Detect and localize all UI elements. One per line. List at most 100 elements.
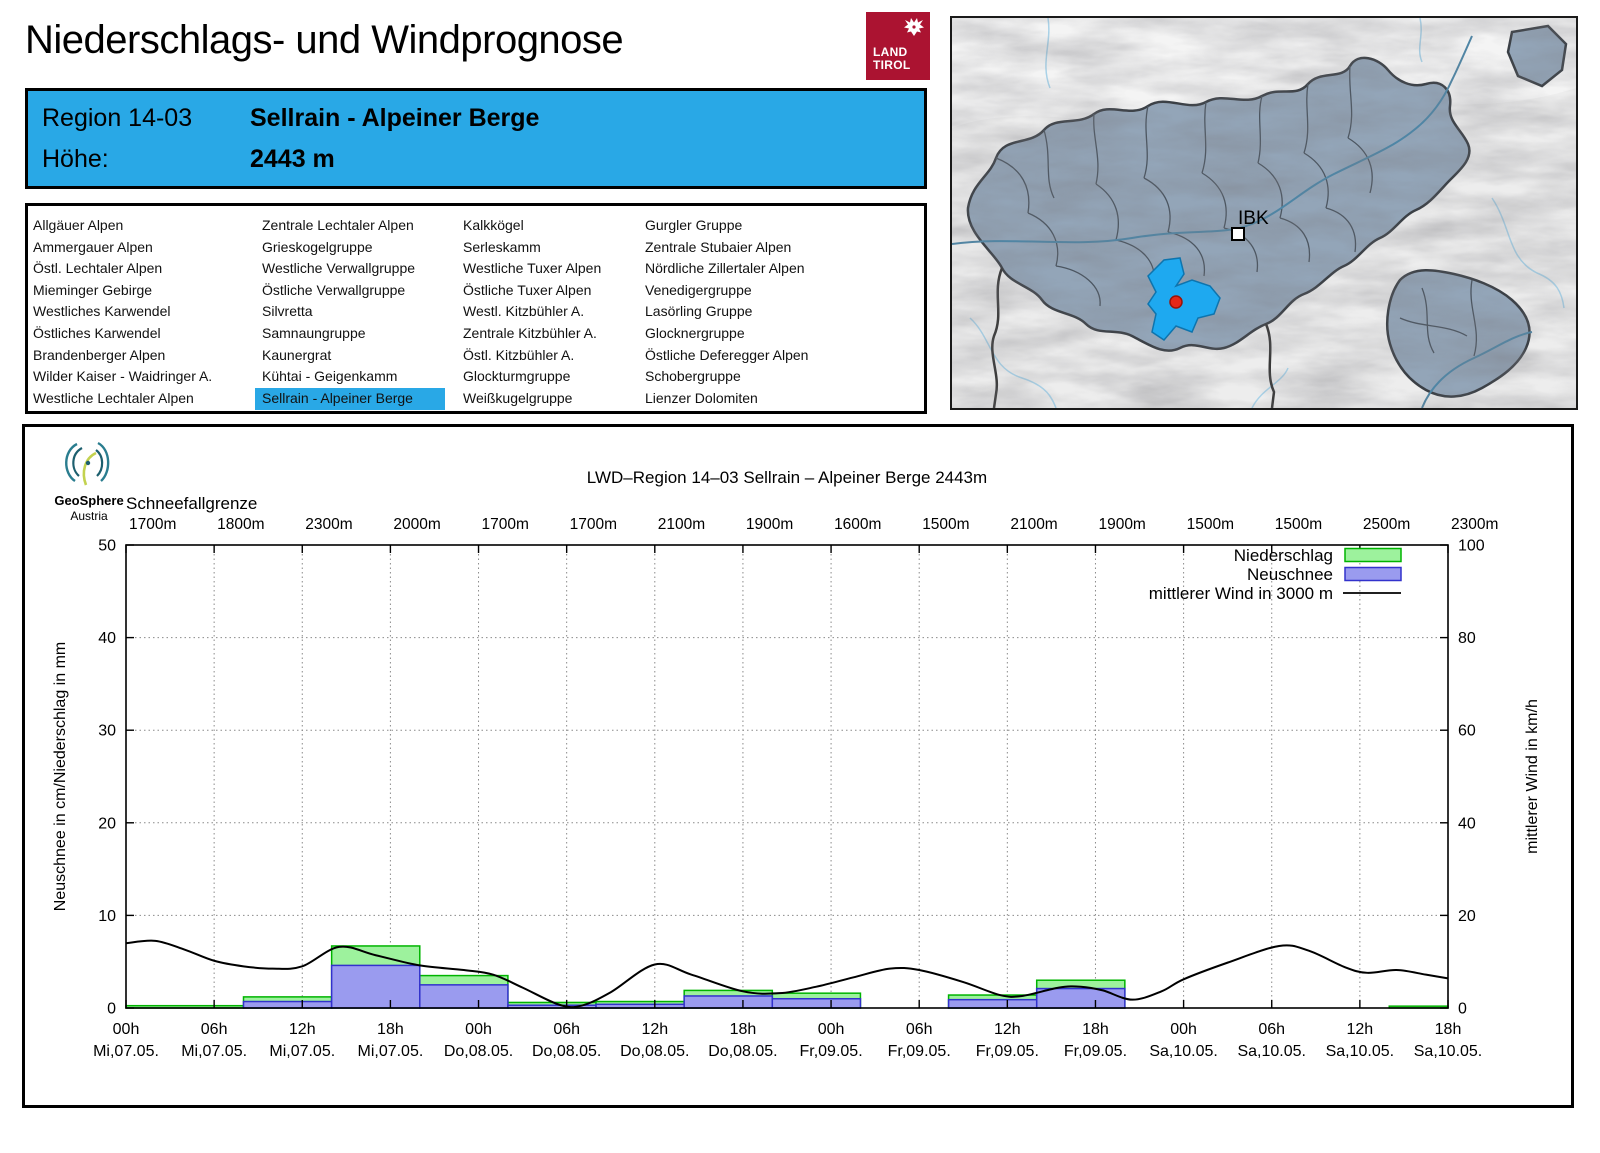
svg-text:06h: 06h xyxy=(201,1021,228,1038)
region-list-column-4: Gurgler Gruppe Zentrale Stubaier Alpen Nör… xyxy=(645,215,808,409)
svg-text:2300m: 2300m xyxy=(305,516,352,533)
forecast-chart-panel: GeoSphere Austria 00h Mi,07.05. 06h Mi,07.0… xyxy=(22,424,1574,1108)
region-list-item[interactable]: Schobergruppe xyxy=(645,368,741,385)
region-list-item[interactable]: Grieskogelgruppe xyxy=(262,238,373,255)
svg-text:2300m: 2300m xyxy=(1451,516,1498,533)
svg-text:2100m: 2100m xyxy=(658,516,705,533)
chart-labels: 00h Mi,07.05. 06h Mi,07.05. 12h Mi,07.05. 18h M… xyxy=(52,468,1541,1060)
svg-text:06h: 06h xyxy=(1258,1021,1285,1038)
region-list-item[interactable]: Östliche Verwallgruppe xyxy=(262,281,406,298)
svg-text:Sa,10.05.: Sa,10.05. xyxy=(1237,1043,1306,1060)
region-list-item[interactable]: Östliches Karwendel xyxy=(33,324,161,341)
ibk-marker xyxy=(1231,227,1245,241)
svg-text:00h: 00h xyxy=(818,1021,845,1038)
region-list-item[interactable]: Lienzer Dolomiten xyxy=(645,389,758,406)
page-title: Niederschlags- und Windprognose xyxy=(25,18,624,62)
logo-line1: LAND xyxy=(873,45,908,59)
chart-gridlines xyxy=(126,545,1448,1008)
map-hillshade-texture xyxy=(952,18,1576,408)
region-name-value: Sellrain - Alpeiner Berge xyxy=(250,104,540,132)
svg-text:Fr,09.05.: Fr,09.05. xyxy=(976,1043,1039,1060)
svg-text:2500m: 2500m xyxy=(1363,516,1410,533)
region-list-item[interactable]: Samnaungruppe xyxy=(262,324,366,341)
region-list-item[interactable]: Zentrale Lechtaler Alpen xyxy=(262,217,414,233)
tirol-region-map[interactable]: IBK xyxy=(952,18,1576,408)
svg-text:30: 30 xyxy=(98,723,116,740)
region-list-item[interactable]: Gurgler Gruppe xyxy=(645,217,743,233)
region-list-item[interactable]: Nördliche Zillertaler Alpen xyxy=(645,260,805,277)
region-list-item[interactable]: Westliche Verwallgruppe xyxy=(262,260,416,277)
svg-text:18h: 18h xyxy=(730,1021,757,1038)
region-list-item[interactable]: Brandenberger Alpen xyxy=(33,346,166,363)
svg-text:60: 60 xyxy=(1458,723,1476,740)
region-list-item[interactable]: Ammergauer Alpen xyxy=(33,238,153,255)
svg-text:mittlerer Wind in 3000 m: mittlerer Wind in 3000 m xyxy=(1149,584,1333,603)
land-tirol-logo: LAND TIROL xyxy=(866,12,930,80)
svg-text:LWD–Region 14–03 Sellrain – Al: LWD–Region 14–03 Sellrain – Alpeiner Ber… xyxy=(587,468,987,487)
region-list-item[interactable]: Zentrale Stubaier Alpen xyxy=(645,238,792,255)
region-list-item[interactable]: Sellrain - Alpeiner Berge xyxy=(255,387,445,411)
land-tirol-wordmark: LAND TIROL xyxy=(873,46,911,72)
svg-text:20: 20 xyxy=(98,815,116,832)
region-list-item[interactable]: Allgäuer Alpen xyxy=(33,217,124,233)
region-list-item[interactable]: Glockturmgruppe xyxy=(463,368,571,385)
selected-region-shape[interactable] xyxy=(1147,257,1221,341)
svg-text:Do,08.05.: Do,08.05. xyxy=(708,1043,777,1060)
svg-text:mittlerer Wind in km/h: mittlerer Wind in km/h xyxy=(1524,699,1541,854)
region-list-item[interactable]: Serleskamm xyxy=(463,238,541,255)
svg-text:40: 40 xyxy=(98,630,116,647)
region-list-item[interactable]: Westliches Karwendel xyxy=(33,303,171,320)
region-list-item[interactable]: Mieminger Gebirge xyxy=(33,281,153,298)
region-list-item[interactable]: Östliche Tuxer Alpen xyxy=(463,281,592,298)
geosphere-logo: GeoSphere Austria xyxy=(54,441,124,523)
region-list-item[interactable]: Venedigergruppe xyxy=(645,281,752,298)
svg-text:10: 10 xyxy=(98,908,116,925)
logo-line2: TIROL xyxy=(873,58,911,72)
tirol-eagle-icon xyxy=(904,18,924,36)
region-list-item[interactable]: Kühtai - Geigenkamm xyxy=(262,368,398,385)
region-list-item[interactable]: Zentrale Kitzbühler A. xyxy=(463,324,597,341)
region-list-item[interactable]: Östl. Kitzbühler A. xyxy=(463,346,575,363)
region-list-item[interactable]: Westliche Lechtaler Alpen xyxy=(33,389,194,406)
elevation-label: Höhe: xyxy=(42,145,109,173)
svg-text:80: 80 xyxy=(1458,630,1476,647)
region-list-item[interactable]: Westliche Tuxer Alpen xyxy=(463,260,602,277)
region-list-item[interactable]: Glocknergruppe xyxy=(645,324,745,341)
elevation-value: 2443 m xyxy=(250,145,335,173)
svg-text:40: 40 xyxy=(1458,815,1476,832)
svg-text:1500m: 1500m xyxy=(1275,516,1322,533)
geosphere-sub: Austria xyxy=(70,509,108,523)
forecast-chart: GeoSphere Austria 00h Mi,07.05. 06h Mi,07.0… xyxy=(52,441,1541,1060)
svg-text:100: 100 xyxy=(1458,538,1485,555)
region-list-item[interactable]: Weißkugelgruppe xyxy=(463,389,573,406)
svg-text:1700m: 1700m xyxy=(129,516,176,533)
region-list-item[interactable]: Kalkkögel xyxy=(463,217,524,233)
region-list-item[interactable]: Westl. Kitzbühler A. xyxy=(463,303,585,320)
region-list-column-3: Kalkkögel Serleskamm Westliche Tuxer Alpen… xyxy=(463,215,601,409)
region-list-column-2: Zentrale Lechtaler Alpen Grieskogelgruppe… xyxy=(255,215,445,411)
svg-text:12h: 12h xyxy=(1347,1021,1374,1038)
svg-text:Neuschnee in cm/Niederschlag i: Neuschnee in cm/Niederschlag in mm xyxy=(52,642,69,911)
region-list-item[interactable]: Östliche Deferegger Alpen xyxy=(645,346,809,363)
svg-text:2100m: 2100m xyxy=(1010,516,1057,533)
svg-text:Sa,10.05.: Sa,10.05. xyxy=(1414,1043,1483,1060)
region-list-item[interactable]: Östl. Lechtaler Alpen xyxy=(33,260,163,277)
svg-text:Schneefallgrenze: Schneefallgrenze xyxy=(126,494,257,513)
region-list-item[interactable]: Wilder Kaiser - Waidringer A. xyxy=(33,368,213,385)
svg-text:0: 0 xyxy=(107,1001,116,1018)
svg-text:Fr,09.05.: Fr,09.05. xyxy=(888,1043,951,1060)
region-list-item[interactable]: Kaunergrat xyxy=(262,346,332,363)
region-list-item[interactable]: Lasörling Gruppe xyxy=(645,303,753,320)
ibk-label: IBK xyxy=(1238,208,1269,229)
svg-text:Do,08.05.: Do,08.05. xyxy=(444,1043,513,1060)
svg-text:1600m: 1600m xyxy=(834,516,881,533)
region-list-item[interactable]: Silvretta xyxy=(262,303,313,320)
svg-text:00h: 00h xyxy=(113,1021,140,1038)
svg-text:Sa,10.05.: Sa,10.05. xyxy=(1149,1043,1218,1060)
svg-text:1700m: 1700m xyxy=(570,516,617,533)
svg-text:1500m: 1500m xyxy=(922,516,969,533)
region-list-column-1: Allgäuer Alpen Ammergauer Alpen Östl. Lech… xyxy=(33,215,212,409)
svg-text:06h: 06h xyxy=(906,1021,933,1038)
